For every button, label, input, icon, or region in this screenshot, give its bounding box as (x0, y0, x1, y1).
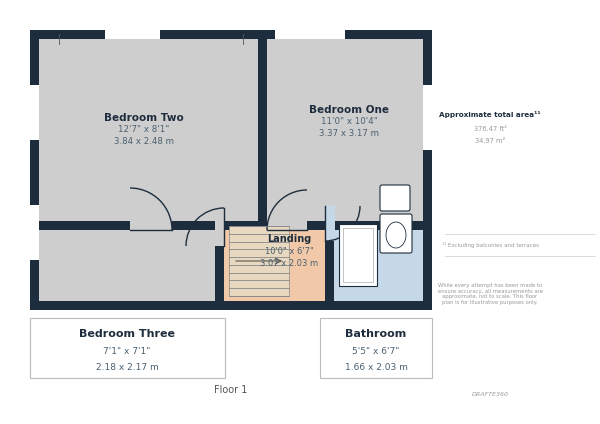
Bar (325, 206, 335, 241)
Text: 3.07 x 2.03 m: 3.07 x 2.03 m (260, 259, 318, 268)
Text: 10'0" x 6'7": 10'0" x 6'7" (265, 246, 313, 256)
Bar (215, 208, 225, 246)
Bar (130, 220, 172, 230)
Bar (39, 221, 423, 230)
Text: Approximate total area¹¹: Approximate total area¹¹ (439, 111, 541, 117)
FancyBboxPatch shape (320, 318, 432, 378)
Bar (39, 39, 423, 301)
Text: 12'7" x 8'1": 12'7" x 8'1" (118, 126, 170, 134)
Text: 3.37 x 3.17 m: 3.37 x 3.17 m (319, 129, 379, 139)
Text: 11'0" x 10'4": 11'0" x 10'4" (320, 117, 377, 126)
Text: 34.97 m²: 34.97 m² (475, 138, 505, 144)
Text: 2.18 x 2.17 m: 2.18 x 2.17 m (95, 363, 158, 373)
Text: ¹¹ Excluding balconies and terraces: ¹¹ Excluding balconies and terraces (442, 242, 539, 248)
Text: Landing: Landing (267, 234, 311, 244)
Bar (258, 30, 267, 230)
Text: Bedroom One: Bedroom One (309, 105, 389, 115)
Text: 3.84 x 2.48 m: 3.84 x 2.48 m (114, 137, 174, 147)
Bar (105, 30, 160, 39)
Bar (30, 30, 432, 310)
Bar (423, 85, 432, 130)
Bar (423, 105, 432, 150)
Text: Bedroom Two: Bedroom Two (104, 113, 184, 123)
Ellipse shape (386, 222, 406, 248)
Text: 1.66 x 2.03 m: 1.66 x 2.03 m (344, 363, 407, 373)
Bar (229, 226, 289, 296)
Bar (30, 85, 39, 140)
Bar (334, 230, 423, 301)
Bar (267, 220, 307, 230)
Bar (275, 30, 345, 39)
FancyBboxPatch shape (380, 185, 410, 211)
Bar (224, 230, 325, 301)
Text: 376.47 ft²: 376.47 ft² (473, 126, 506, 132)
FancyBboxPatch shape (380, 214, 412, 253)
Bar (339, 224, 377, 286)
Bar (215, 230, 224, 301)
Text: 5'5" x 6'7": 5'5" x 6'7" (352, 348, 400, 357)
Bar (30, 205, 39, 260)
FancyBboxPatch shape (30, 318, 225, 378)
Bar (325, 230, 334, 301)
Text: DRAFTE360: DRAFTE360 (472, 391, 509, 396)
Text: 7'1" x 7'1": 7'1" x 7'1" (103, 348, 151, 357)
Text: Bedroom Three: Bedroom Three (79, 329, 175, 339)
Text: Floor 1: Floor 1 (214, 385, 248, 395)
Bar (343, 228, 373, 282)
Text: Bathroom: Bathroom (346, 329, 407, 339)
Text: While every attempt has been made to
ensure accuracy, all measurements are
appro: While every attempt has been made to ens… (437, 283, 542, 305)
